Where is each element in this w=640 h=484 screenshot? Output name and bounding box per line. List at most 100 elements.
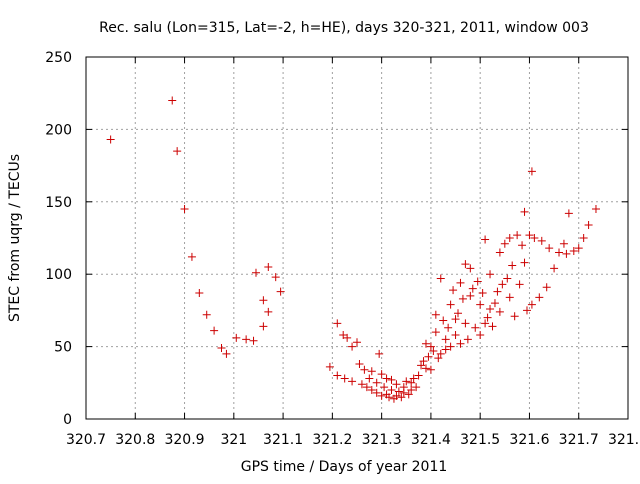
data-point [407, 378, 416, 387]
data-point [458, 294, 467, 303]
data-point [513, 231, 522, 240]
x-axis: 320.7 320.8 320.9 321 321.1 321.2 321.3 321.4 32… [66, 57, 640, 448]
data-point [431, 328, 440, 337]
data-point [446, 300, 455, 309]
data-point [498, 280, 507, 289]
data-point [380, 383, 389, 392]
data-point [271, 273, 280, 282]
data-point [584, 220, 593, 229]
data-point [421, 339, 430, 348]
data-point [259, 296, 268, 305]
data-point [569, 247, 578, 256]
data-point [387, 375, 396, 384]
data-point [385, 393, 394, 402]
y-tick-label: 100 [45, 267, 72, 283]
data-point [276, 287, 285, 296]
data-point [530, 234, 539, 242]
data-point [431, 310, 440, 319]
data-point [407, 386, 416, 395]
data-point [426, 342, 435, 351]
data-point [545, 244, 554, 253]
data-point [454, 309, 463, 318]
data-point [399, 388, 408, 397]
data-point [520, 207, 529, 216]
data-point [449, 286, 458, 295]
data-point [564, 209, 573, 218]
y-axis-label: STEC from uqrg / TECUs [7, 154, 23, 322]
data-point [357, 380, 366, 389]
data-point [559, 239, 568, 248]
data-point [483, 313, 492, 322]
data-point [251, 268, 260, 277]
data-point [476, 300, 485, 309]
data-point [463, 335, 472, 344]
data-point [367, 386, 376, 395]
data-point [451, 315, 460, 324]
data-point [421, 364, 430, 373]
y-tick-label: 50 [54, 340, 72, 356]
x-tick-label: 320.9 [164, 432, 204, 448]
data-point [461, 319, 470, 328]
data-point [217, 344, 226, 353]
data-point [505, 293, 514, 302]
data-point [210, 326, 219, 335]
data-point [456, 339, 465, 348]
data-point [490, 299, 499, 308]
data-point [478, 289, 487, 298]
data-point [392, 391, 401, 400]
data-point [495, 248, 504, 257]
data-point [426, 365, 435, 374]
data-point [527, 300, 536, 309]
data-point [392, 380, 401, 389]
x-tick-label: 321.3 [362, 432, 402, 448]
plot-frame [85, 56, 629, 420]
data-point [387, 386, 396, 395]
data-point [372, 378, 381, 387]
data-point [232, 333, 241, 342]
chart-title: Rec. salu (Lon=315, Lat=-2, h=HE), days … [99, 20, 589, 36]
data-point [187, 252, 196, 261]
data-point [522, 306, 531, 315]
data-point [520, 258, 529, 267]
x-tick-label: 321.2 [312, 432, 352, 448]
x-tick-label: 320.7 [66, 432, 106, 448]
grid [86, 57, 628, 419]
x-tick-label: 321.4 [411, 432, 451, 448]
data-point [343, 333, 352, 342]
y-tick-label: 150 [45, 195, 72, 211]
data-point [439, 316, 448, 325]
y-tick-label: 250 [45, 50, 72, 66]
data-point [377, 370, 386, 379]
data-point [372, 388, 381, 397]
data-point [466, 264, 475, 273]
data-point [525, 231, 534, 240]
data-point [456, 278, 465, 287]
data-point [537, 236, 546, 245]
data-point [535, 293, 544, 302]
data-point [409, 374, 418, 383]
data-point [471, 323, 480, 332]
data-point [417, 361, 426, 370]
data-point [375, 349, 384, 358]
data-point [333, 319, 342, 328]
x-tick-label: 321 [220, 432, 247, 448]
data-point [419, 357, 428, 366]
data-point [180, 205, 189, 214]
data-point [348, 342, 357, 351]
data-point [340, 374, 349, 383]
x-tick-label: 321.8 [608, 432, 640, 448]
data-points [106, 96, 600, 403]
data-point [360, 365, 369, 374]
data-point [468, 284, 477, 293]
data-point [579, 234, 588, 242]
data-point [441, 335, 450, 344]
data-point [412, 383, 421, 392]
y-tick-label: 0 [63, 412, 72, 428]
data-point [486, 270, 495, 279]
data-point [515, 280, 524, 289]
data-point [348, 377, 357, 386]
data-point [168, 96, 177, 105]
data-point [394, 387, 403, 396]
data-point [402, 377, 411, 386]
